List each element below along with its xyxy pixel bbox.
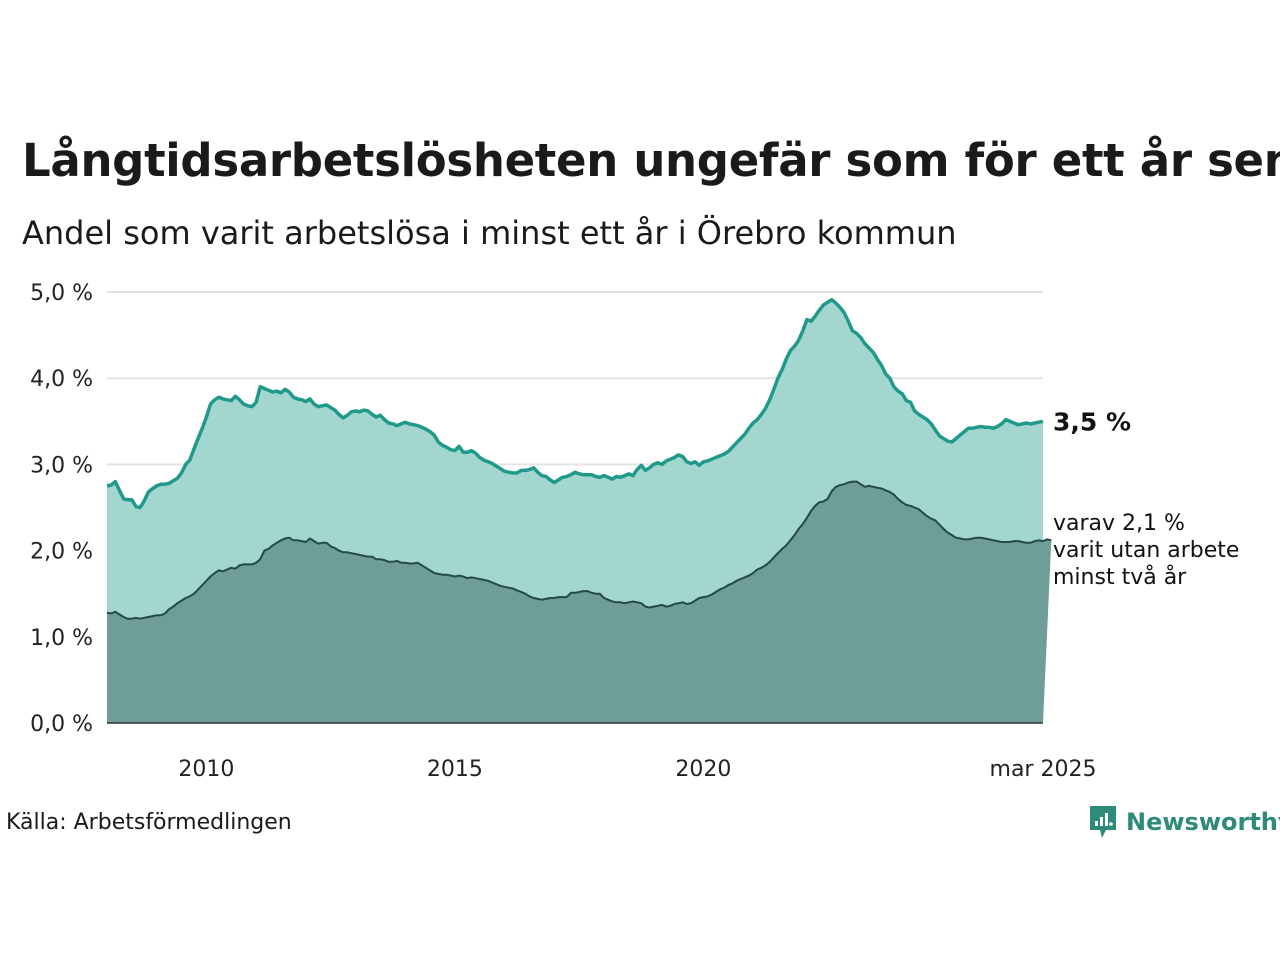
chart-title: Långtidsarbetslösheten ungefär som för e… <box>22 134 1280 187</box>
x-tick-label: 2015 <box>427 757 483 782</box>
y-tick-label: 4,0 % <box>30 367 93 392</box>
y-axis-ticks: 0,0 % 1,0 % 2,0 % 3,0 % 4,0 % 5,0 % <box>30 281 93 737</box>
x-tick-label: mar 2025 <box>990 757 1097 782</box>
source-note: Källa: Arbetsförmedlingen <box>6 810 292 835</box>
brand-name: Newsworthy <box>1126 808 1280 836</box>
area-two-years <box>107 481 1052 723</box>
x-axis-ticks: 2010 2015 2020 mar 2025 <box>178 757 1096 782</box>
brand-logo: Newsworthy <box>1088 804 1280 840</box>
y-tick-label: 3,0 % <box>30 453 93 478</box>
y-tick-label: 0,0 % <box>30 712 93 737</box>
x-tick-label: 2010 <box>178 757 234 782</box>
end-label-line: varav 2,1 % <box>1053 511 1185 536</box>
line-two-years <box>106 480 1052 620</box>
y-tick-label: 2,0 % <box>30 540 93 565</box>
end-label-line: minst två år <box>1053 564 1187 590</box>
y-tick-label: 5,0 % <box>30 281 93 306</box>
newsworthy-icon <box>1090 806 1116 838</box>
x-tick-label: 2020 <box>675 757 731 782</box>
chart-subtitle: Andel som varit arbetslösa i minst ett å… <box>22 214 957 252</box>
end-label-line: varit utan arbete <box>1053 538 1239 563</box>
end-label-total: 3,5 % <box>1053 407 1131 436</box>
y-tick-label: 1,0 % <box>30 626 93 651</box>
line-total <box>106 298 1044 510</box>
